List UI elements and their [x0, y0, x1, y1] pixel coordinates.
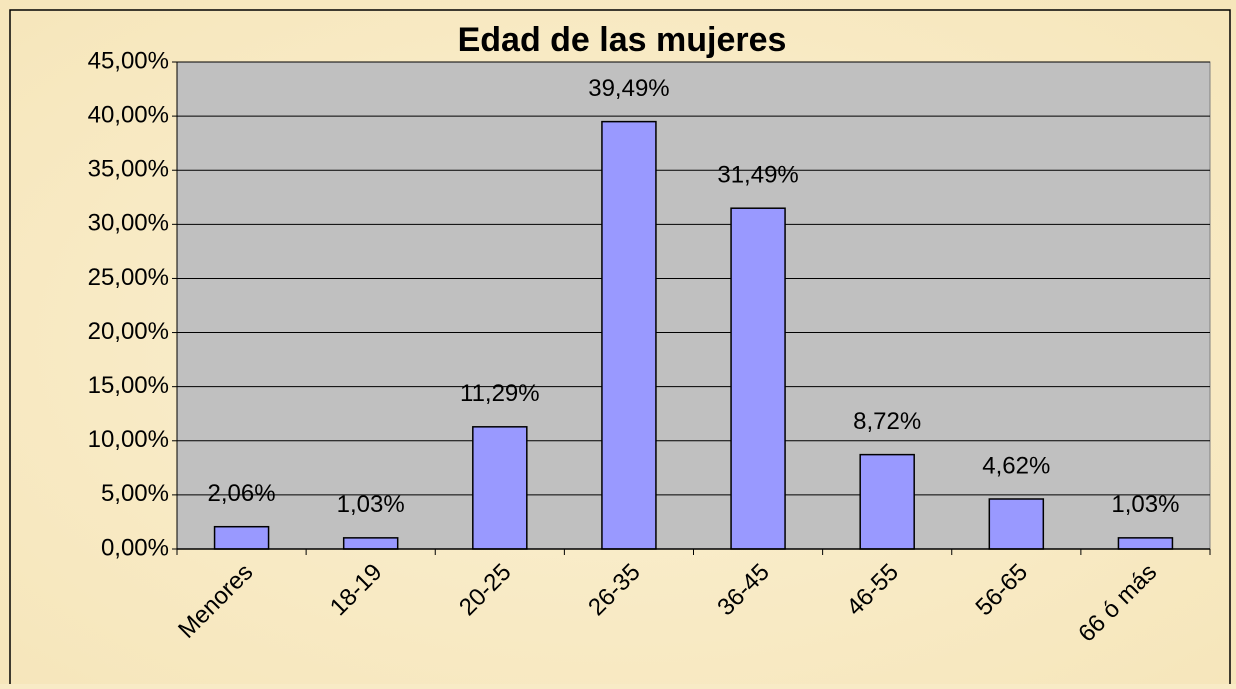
data-label: 2,06%: [208, 480, 276, 507]
bar: [472, 426, 528, 550]
y-tick-label: 25,00%: [88, 264, 169, 291]
data-label: 8,72%: [853, 408, 921, 435]
y-tick-label: 0,00%: [101, 534, 169, 561]
bar: [601, 120, 657, 550]
data-label: 4,62%: [982, 452, 1050, 479]
y-tick-label: 5,00%: [101, 480, 169, 507]
y-tick-label: 10,00%: [88, 426, 169, 453]
y-tick-label: 15,00%: [88, 372, 169, 399]
y-tick-label: 45,00%: [88, 47, 169, 74]
frame: [9, 9, 1231, 684]
bar: [859, 453, 915, 550]
bar: [1117, 537, 1174, 550]
data-label: 31,49%: [717, 162, 798, 189]
bar: [213, 525, 270, 550]
bar: [342, 537, 399, 550]
bar: [730, 207, 786, 550]
y-tick-label: 20,00%: [88, 318, 169, 345]
data-label: 1,03%: [337, 491, 405, 518]
plot-area: [176, 61, 1211, 550]
data-label: 1,03%: [1111, 491, 1179, 518]
bar: [988, 498, 1045, 550]
chart-title: Edad de las mujeres: [458, 21, 787, 59]
y-tick-label: 30,00%: [88, 210, 169, 237]
y-tick-label: 40,00%: [88, 101, 169, 128]
data-label: 11,29%: [460, 380, 540, 407]
data-label: 39,49%: [588, 75, 669, 102]
y-tick-label: 35,00%: [88, 156, 169, 183]
